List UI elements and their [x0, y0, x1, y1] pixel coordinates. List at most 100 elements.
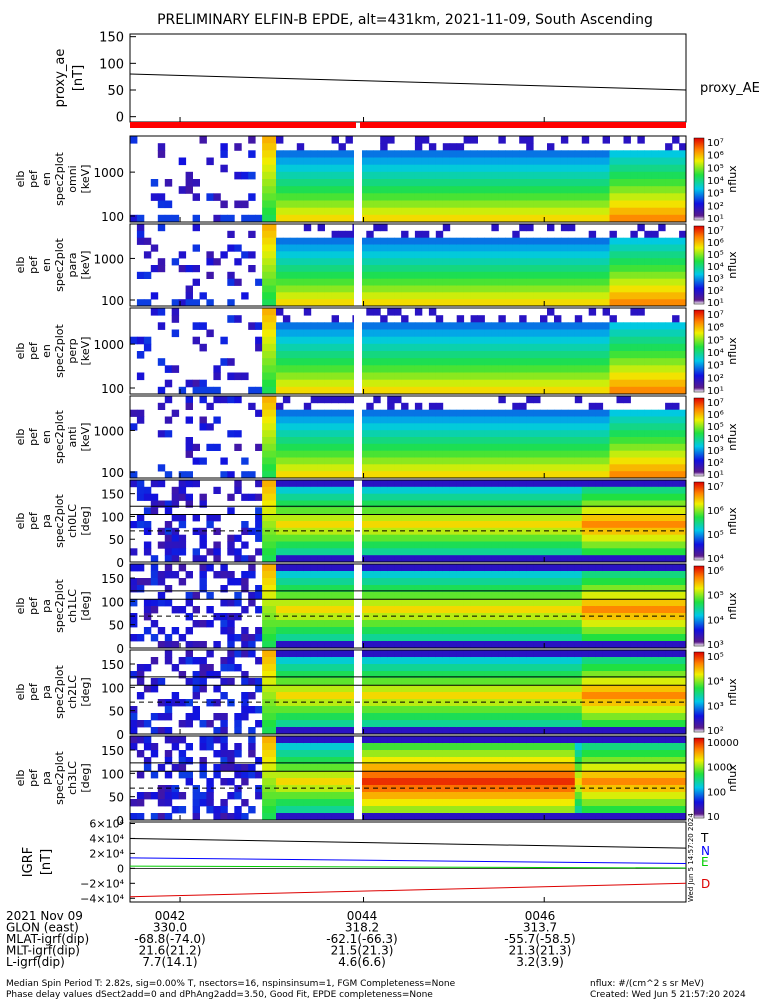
heatmap-cell — [373, 423, 380, 430]
heatmap-cell — [610, 231, 617, 238]
heatmap-cell — [651, 179, 658, 187]
heatmap-cell — [644, 208, 651, 216]
heatmap-cell — [540, 494, 547, 501]
heatmap-cell — [276, 542, 283, 549]
heatmap-cell — [644, 322, 651, 330]
heatmap-cell — [290, 215, 297, 223]
heatmap-cell — [408, 664, 415, 671]
heatmap-cell — [443, 423, 450, 430]
heatmap-cell — [637, 487, 644, 494]
heatmap-cell — [269, 713, 276, 720]
heatmap-cell — [172, 487, 179, 494]
heatmap-cell — [304, 464, 311, 471]
heatmap-cell — [422, 599, 429, 606]
heatmap-cell — [651, 542, 658, 549]
heatmap-cell — [596, 344, 603, 352]
heatmap-cell — [422, 380, 429, 388]
heatmap-cell — [665, 179, 672, 187]
heatmap-cell — [325, 578, 332, 585]
heatmap-cell — [276, 706, 283, 713]
heatmap-cell — [387, 337, 394, 345]
heatmap-cell — [561, 322, 568, 330]
heatmap-cell — [297, 365, 304, 373]
heatmap-cell — [630, 464, 637, 471]
heatmap-cell — [491, 215, 498, 223]
heatmap-cell — [380, 208, 387, 216]
heatmap-cell — [624, 451, 631, 458]
heatmap-cell — [394, 528, 401, 535]
heatmap-cell — [325, 396, 332, 403]
heatmap-cell — [325, 172, 332, 180]
heatmap-cell — [325, 410, 332, 417]
heatmap-cell — [436, 245, 443, 252]
heatmap-cell — [617, 292, 624, 299]
heatmap-cell — [332, 231, 339, 238]
heatmap-cell — [346, 650, 353, 657]
heatmap-cell — [568, 564, 575, 571]
heatmap-cell — [575, 265, 582, 272]
heatmap-cell — [332, 664, 339, 671]
heatmap-cell — [540, 358, 547, 366]
heatmap-cell — [582, 507, 589, 514]
heatmap-cell — [498, 365, 505, 373]
heatmap-cell — [332, 444, 339, 451]
heatmap-cell — [339, 548, 346, 555]
heatmap-cell — [290, 272, 297, 279]
heatmap-cell — [276, 578, 283, 585]
heatmap-cell — [568, 464, 575, 471]
heatmap-cell — [332, 165, 339, 173]
heatmap-cell — [617, 351, 624, 359]
heatmap-cell — [533, 464, 540, 471]
heatmap-cell — [651, 535, 658, 542]
heatmap-cell — [603, 634, 610, 641]
heatmap-cell — [450, 172, 457, 180]
heatmap-cell — [533, 417, 540, 424]
heatmap-cell — [387, 634, 394, 641]
heatmap-cell — [387, 396, 394, 403]
heatmap-cell — [617, 245, 624, 252]
heatmap-cell — [422, 238, 429, 245]
heatmap-cell — [610, 641, 617, 648]
heatmap-cell — [325, 279, 332, 286]
heatmap-cell — [644, 599, 651, 606]
heatmap-cell — [346, 471, 353, 478]
heatmap-cell — [262, 351, 269, 359]
heatmap-cell — [401, 238, 408, 245]
heatmap-cell — [450, 480, 457, 487]
heatmap-cell — [332, 373, 339, 381]
heatmap-cell — [526, 344, 533, 352]
heatmap-cell — [498, 592, 505, 599]
heatmap-cell — [568, 387, 575, 395]
heatmap-cell — [512, 641, 519, 648]
heatmap-cell — [387, 215, 394, 223]
heatmap-cell — [415, 186, 422, 194]
heatmap-cell — [464, 251, 471, 258]
heatmap-cell — [144, 664, 151, 671]
heatmap-cell — [339, 344, 346, 352]
heatmap-cell — [630, 279, 637, 286]
heatmap-cell — [339, 279, 346, 286]
spectrogram-ylabel: anti — [66, 426, 79, 447]
heatmap-cell — [624, 165, 631, 173]
heatmap-cell — [262, 444, 269, 451]
heatmap-cell — [651, 380, 658, 388]
heatmap-cell — [158, 403, 165, 410]
heatmap-cell — [617, 238, 624, 245]
heatmap-cell — [471, 564, 478, 571]
heatmap-cell — [304, 417, 311, 424]
heatmap-cell — [297, 548, 304, 555]
heatmap-cell — [415, 351, 422, 359]
heatmap-cell — [401, 471, 408, 478]
heatmap-cell — [387, 555, 394, 562]
heatmap-cell — [234, 487, 241, 494]
heatmap-cell — [540, 437, 547, 444]
heatmap-cell — [519, 245, 526, 252]
heatmap-cell — [665, 521, 672, 528]
heatmap-cell — [617, 507, 624, 514]
heatmap-cell — [193, 215, 200, 223]
heatmap-cell — [401, 165, 408, 173]
heatmap-cell — [568, 251, 575, 258]
heatmap-cell — [596, 437, 603, 444]
heatmap-cell — [248, 403, 255, 410]
